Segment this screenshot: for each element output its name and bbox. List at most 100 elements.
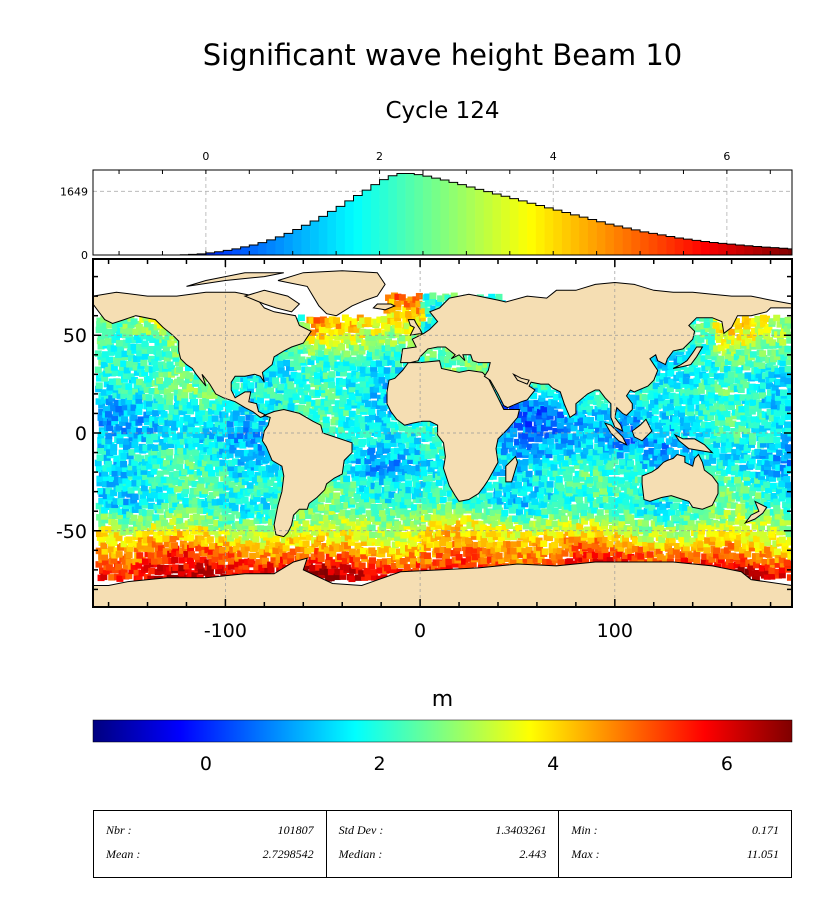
swh-cell <box>323 361 331 368</box>
swh-cell <box>283 359 291 367</box>
swh-cell <box>286 364 294 371</box>
swh-cell <box>201 487 209 495</box>
swh-cell <box>133 333 141 341</box>
swh-cell <box>461 515 469 522</box>
swh-cell <box>264 381 272 389</box>
swh-cell <box>455 554 463 561</box>
swh-cell <box>318 343 326 350</box>
swh-cell <box>573 533 581 541</box>
swh-cell <box>140 484 148 492</box>
swh-cell <box>137 355 145 362</box>
swh-cell <box>248 427 256 435</box>
swh-cell <box>427 500 435 508</box>
swh-cell <box>360 458 368 466</box>
swh-cell <box>102 418 110 426</box>
swh-cell <box>212 460 220 467</box>
swh-cell <box>476 497 484 505</box>
swh-cell <box>537 447 545 454</box>
swh-cell <box>376 567 384 574</box>
swh-cell <box>358 348 366 355</box>
swh-cell <box>521 415 529 423</box>
swh-cell <box>270 550 278 558</box>
swh-cell <box>322 416 330 424</box>
swh-cell <box>307 358 315 365</box>
swh-cell <box>163 436 171 443</box>
swh-cell <box>219 447 227 455</box>
swh-cell <box>423 552 431 560</box>
swh-cell <box>386 311 394 318</box>
swh-cell <box>219 501 227 509</box>
swh-cell <box>512 449 520 457</box>
swh-cell <box>267 466 275 473</box>
swh-cell <box>344 495 352 503</box>
swh-cell <box>199 556 207 564</box>
swh-cell <box>237 459 245 466</box>
swh-cell <box>360 356 368 363</box>
swh-cell <box>454 541 462 548</box>
swh-cell <box>208 442 216 449</box>
swh-cell <box>269 542 277 550</box>
swh-cell <box>203 507 211 514</box>
swh-cell <box>127 354 135 362</box>
swh-cell <box>274 355 282 362</box>
swh-cell <box>553 455 561 462</box>
swh-cell <box>554 436 562 443</box>
swh-cell <box>96 317 104 325</box>
histogram-bar <box>613 226 623 255</box>
histogram-bar <box>631 229 641 255</box>
swh-cell <box>188 417 196 424</box>
swh-cell <box>445 564 453 572</box>
swh-cell <box>364 359 372 367</box>
swh-cell <box>374 349 382 356</box>
swh-cell <box>208 524 216 532</box>
swh-cell <box>411 422 419 429</box>
swh-cell <box>334 498 342 505</box>
swh-cell <box>597 552 605 560</box>
swh-cell <box>193 539 201 547</box>
swh-cell <box>412 296 420 303</box>
swh-cell <box>233 486 241 493</box>
swh-cell <box>136 552 144 559</box>
swh-cell <box>194 558 202 565</box>
swh-cell <box>110 345 118 352</box>
swh-cell <box>567 433 575 440</box>
swh-cell <box>313 317 321 324</box>
swh-cell <box>322 421 330 429</box>
swh-cell <box>100 361 108 369</box>
swh-cell <box>587 393 595 400</box>
swh-cell <box>219 459 227 467</box>
histogram-bar <box>718 243 728 255</box>
swh-cell <box>142 530 150 538</box>
swh-cell <box>188 493 196 501</box>
histogram-bar <box>422 176 432 255</box>
swh-cell <box>287 382 295 390</box>
swh-cell <box>409 426 417 434</box>
swh-cell <box>439 489 447 497</box>
swh-cell <box>444 523 452 531</box>
swh-cell <box>441 515 449 522</box>
swh-cell <box>133 432 141 439</box>
swh-cell <box>97 414 105 421</box>
swh-cell <box>368 413 376 421</box>
swh-cell <box>348 485 356 492</box>
swh-cell <box>261 444 269 451</box>
swh-cell <box>383 353 391 360</box>
swh-cell <box>143 545 151 553</box>
swh-cell <box>510 482 518 489</box>
swh-cell <box>294 404 302 412</box>
swh-cell <box>268 486 276 494</box>
swh-cell <box>206 421 214 428</box>
swh-cell <box>130 563 138 570</box>
swh-cell <box>102 370 110 377</box>
swh-cell <box>325 553 333 561</box>
swh-cell <box>263 403 271 411</box>
swh-cell <box>155 350 163 357</box>
swh-cell <box>298 526 306 533</box>
swh-cell <box>127 408 135 416</box>
swh-cell <box>368 345 376 353</box>
swh-cell <box>154 339 162 346</box>
swh-cell <box>568 530 576 537</box>
swh-cell <box>121 523 129 531</box>
swh-cell <box>389 353 397 361</box>
swh-cell <box>122 322 130 329</box>
